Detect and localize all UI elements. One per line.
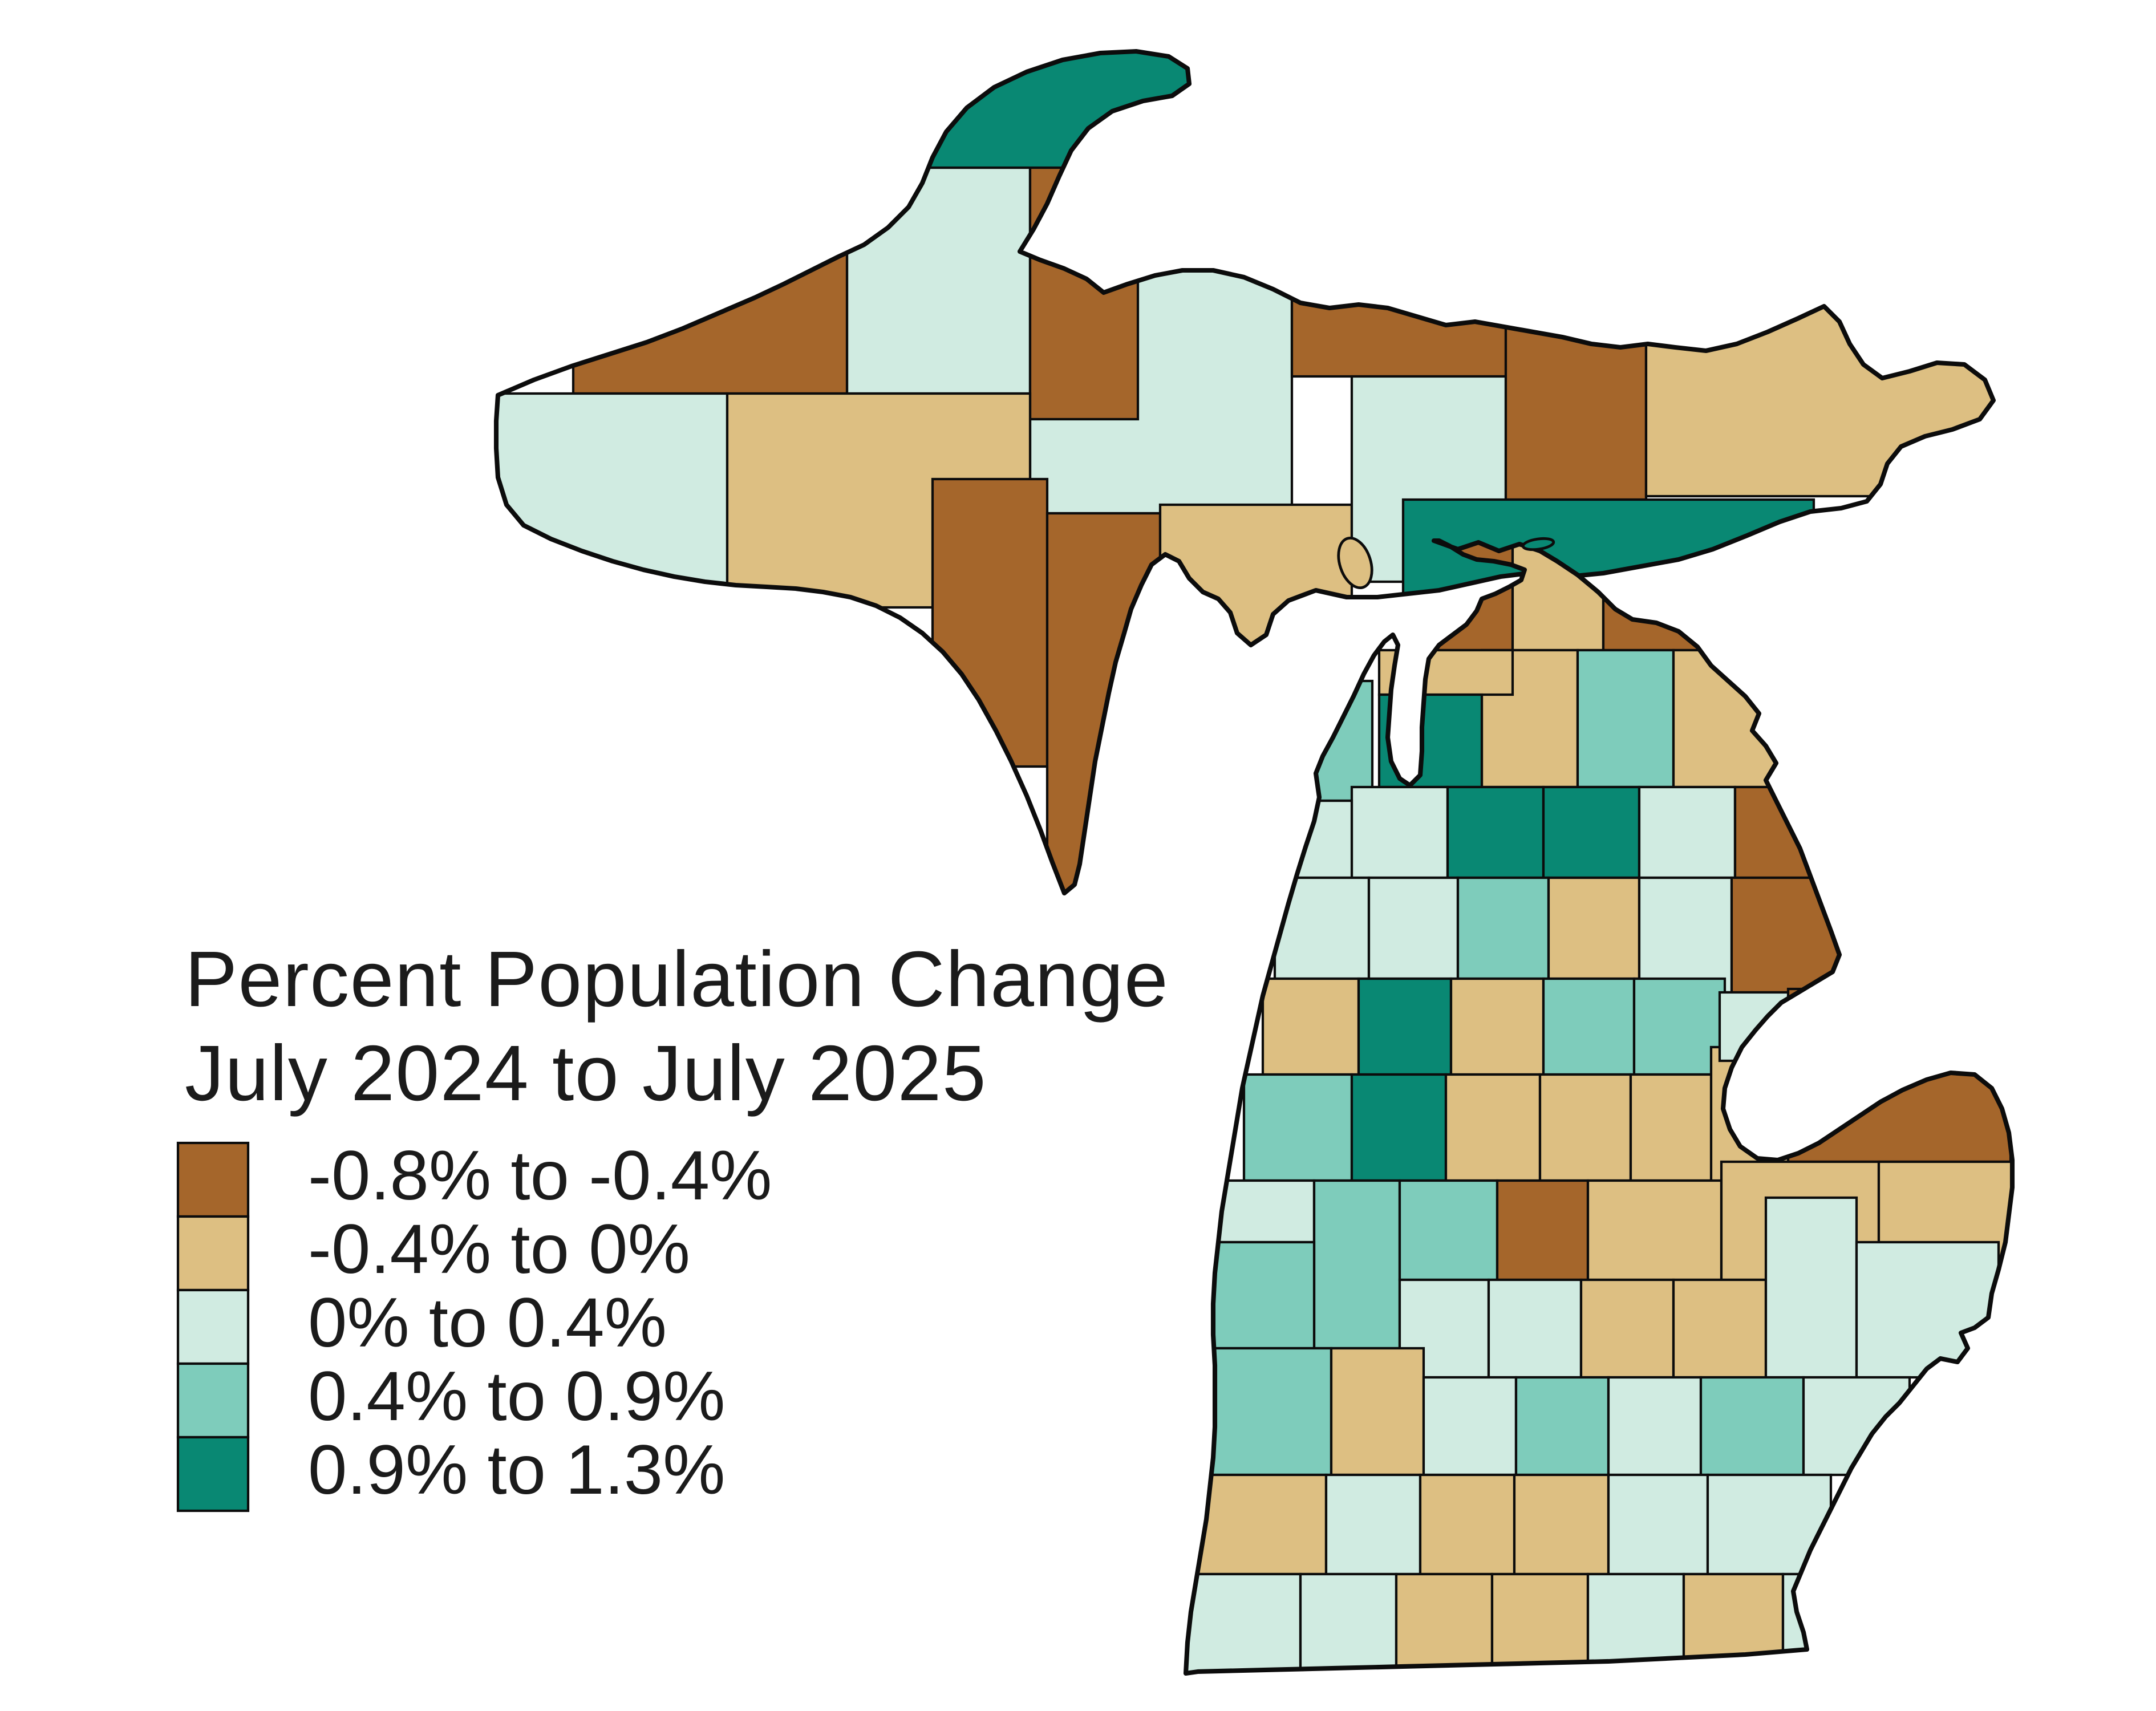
county-kent	[1312, 1179, 1401, 1350]
upper-peninsula-counties	[496, 51, 1993, 893]
county-berrien	[1185, 1572, 1302, 1673]
county-oceana	[1242, 1073, 1353, 1182]
county-clare	[1542, 977, 1636, 1076]
county-livingston	[1607, 1376, 1703, 1477]
county-grand-traverse	[1350, 785, 1449, 879]
legend-swatch-3	[176, 1288, 250, 1365]
county-isabella	[1538, 1073, 1632, 1182]
county-hillsdale	[1586, 1572, 1685, 1673]
county-wexford	[1367, 876, 1460, 980]
lower-peninsula-outline	[1183, 538, 2015, 1676]
county-barry	[1330, 1347, 1425, 1477]
county-alpena	[1672, 648, 1785, 789]
county-ontonagon	[572, 161, 849, 395]
island-beaver-island	[1337, 536, 1373, 589]
county-kalamazoo	[1324, 1473, 1422, 1576]
island-bois-blanc-island	[1521, 537, 1555, 552]
county-jackson	[1513, 1473, 1610, 1576]
county-missaukee	[1456, 876, 1550, 980]
county-st-clair	[1855, 1240, 2000, 1379]
legend: Percent Population Change July 2024 to J…	[176, 935, 1169, 1513]
legend-swatch-1	[176, 1141, 250, 1218]
upper-peninsula-outline	[493, 48, 1996, 896]
county-ogemaw	[1638, 876, 1733, 994]
county-van-buren	[1191, 1473, 1328, 1576]
county-calhoun	[1419, 1473, 1516, 1576]
county-montcalm	[1398, 1179, 1499, 1282]
county-saginaw	[1586, 1179, 1723, 1282]
county-mason	[1261, 977, 1360, 1076]
county-midland	[1629, 1073, 1721, 1182]
legend-title-line1: Percent Population Change	[185, 935, 1169, 1023]
county-luce	[1504, 272, 1648, 501]
legend-swatch-2	[176, 1215, 250, 1292]
county-shiawassee	[1579, 1278, 1675, 1379]
legend-swatch-5	[176, 1436, 250, 1513]
legend-label-2: -0.4% to 0%	[308, 1210, 690, 1288]
county-montmorency	[1576, 648, 1675, 789]
county-genesee	[1672, 1278, 1768, 1379]
county-branch	[1490, 1572, 1590, 1673]
county-newaygo	[1350, 1073, 1448, 1182]
county-clinton	[1487, 1278, 1583, 1379]
county-ottawa	[1201, 1240, 1316, 1350]
county-mecosta	[1444, 1073, 1542, 1182]
county-leelanau	[1271, 679, 1374, 802]
county-osceola	[1449, 977, 1545, 1076]
legend-label-5: 0.9% to 1.3%	[308, 1431, 726, 1509]
county-crawford	[1542, 785, 1641, 879]
county-oakland	[1699, 1376, 1805, 1477]
legend-label-4: 0.4% to 0.9%	[308, 1357, 726, 1436]
county-allegan	[1196, 1347, 1333, 1477]
county-oscoda	[1638, 785, 1737, 879]
county-gladwin	[1632, 977, 1727, 1076]
county-houghton	[845, 166, 1032, 395]
county-chippewa	[1644, 255, 1993, 498]
legend-title-line2: July 2024 to July 2025	[185, 1029, 987, 1117]
legend-label-3: 0% to 0.4%	[308, 1284, 667, 1362]
county-eaton	[1422, 1376, 1518, 1477]
county-gogebic	[496, 392, 729, 592]
islands	[1337, 536, 1555, 589]
county-lake	[1357, 977, 1453, 1076]
county-washtenaw	[1607, 1473, 1709, 1576]
county-roscommon	[1547, 876, 1641, 980]
county-gratiot	[1496, 1179, 1590, 1282]
lower-peninsula-counties	[1185, 540, 2012, 1673]
county-arenac	[1718, 991, 1833, 1063]
county-lenawee	[1682, 1572, 1785, 1673]
county-wayne	[1706, 1473, 1833, 1576]
county-alger	[1290, 272, 1507, 378]
county-ingham	[1514, 1376, 1610, 1477]
legend-label-1: -0.8% to -0.4%	[308, 1137, 772, 1215]
county-kalkaska	[1446, 785, 1545, 879]
county-manistee	[1273, 876, 1371, 980]
legend-swatch-4	[176, 1362, 250, 1439]
legend-items: -0.8% to -0.4%-0.4% to 0%0% to 0.4%0.4% …	[176, 1137, 772, 1513]
county-charlevoix	[1377, 648, 1514, 696]
county-lapeer	[1764, 1196, 1858, 1379]
